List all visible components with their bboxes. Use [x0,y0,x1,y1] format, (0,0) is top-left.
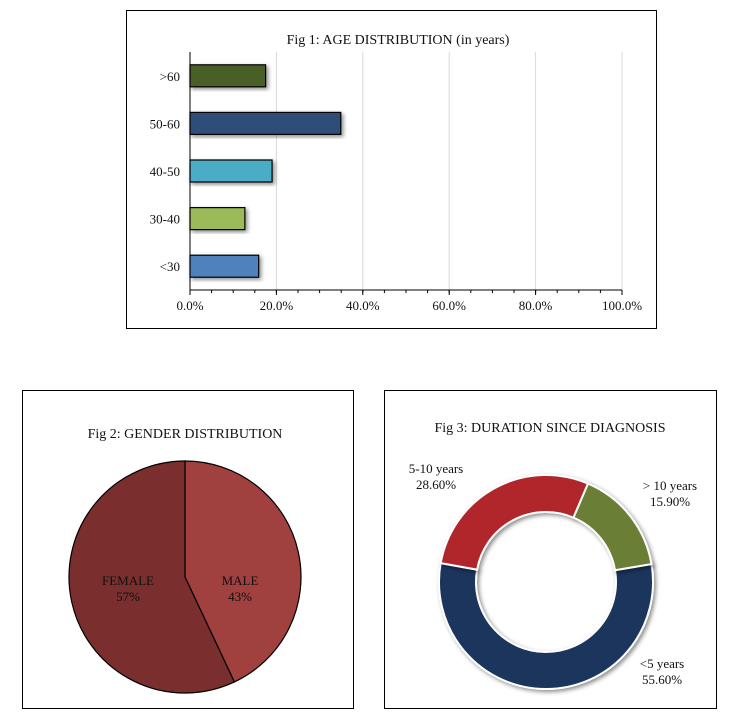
segment-value: 28.60% [416,477,456,492]
category-label: >60 [160,69,180,84]
x-tick-label: 100.0% [602,298,642,313]
fig2-title: Fig 2: GENDER DISTRIBUTION [88,427,283,442]
x-tick-label: 20.0% [260,298,294,313]
category-label: <30 [160,259,180,274]
donut-segment [572,482,653,572]
segment-value: 55.60% [642,672,682,687]
bar-50-60 [189,111,342,136]
pie-slice-female [68,460,236,694]
x-tick-label: 60.0% [432,298,466,313]
segment-label: 5-10 years [409,461,464,476]
segment-label: <5 years [640,656,685,671]
slice-label: FEMALE [102,573,154,588]
fig1-title: Fig 1: AGE DISTRIBUTION (in years) [287,33,510,48]
bar->60 [189,64,267,88]
x-tick-label: 0.0% [176,298,203,313]
category-label: 30-40 [150,212,180,227]
slice-label: MALE [222,573,259,588]
fig3-duration-since-diagnosis [384,390,717,709]
segment-label: > 10 years [643,478,697,493]
donut-segment [439,474,590,571]
category-label: 40-50 [150,164,180,179]
x-tick-label: 80.0% [519,298,553,313]
pie-slice-male [184,460,302,683]
bar-40-50 [189,159,273,183]
segment-value: 15.90% [650,494,690,509]
bar-<30 [189,254,260,278]
bar-30-40 [189,207,246,231]
x-tick-label: 40.0% [346,298,380,313]
fig3-title: Fig 3: DURATION SINCE DIAGNOSIS [434,421,665,436]
slice-value: 43% [228,589,252,604]
category-label: 50-60 [150,116,180,131]
donut-segment [438,561,654,691]
slice-value: 57% [116,589,140,604]
